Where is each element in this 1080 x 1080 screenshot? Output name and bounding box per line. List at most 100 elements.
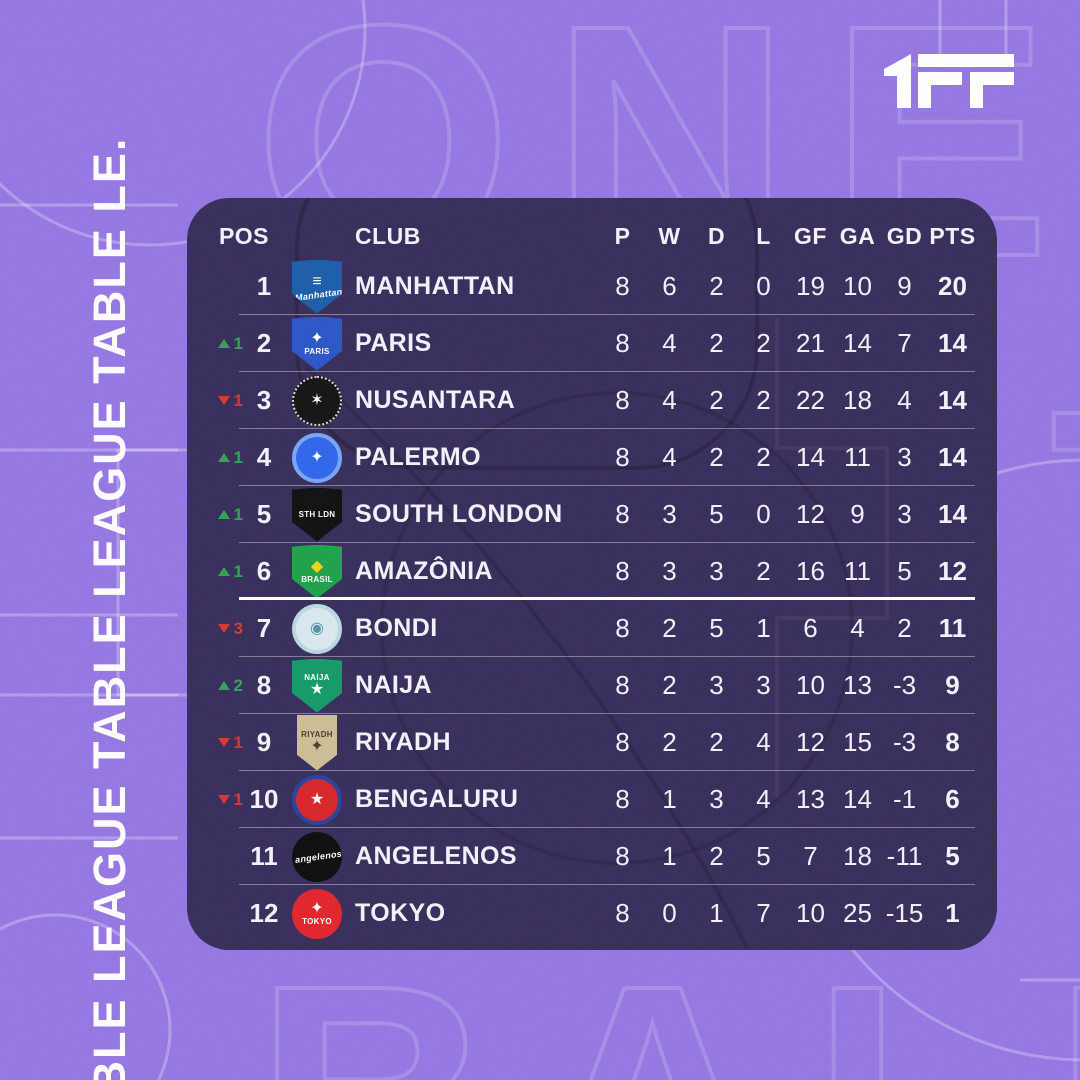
stat-d: 2 — [709, 271, 724, 301]
header-wins: W — [658, 222, 681, 249]
stat-gf: 10 — [796, 898, 825, 928]
table-row: 1 6 ◆ BRASIL AMAZÔNIA 8 3 3 2 16 11 5 12 — [207, 543, 977, 600]
club-name: AMAZÔNIA — [355, 557, 493, 585]
stat-l: 0 — [756, 271, 771, 301]
league-table-card: POS CLUB P W D L GF GA GD PTS 1 ≡ Manhatta… — [187, 198, 997, 950]
position-number: 12 — [249, 898, 279, 928]
stat-w: 4 — [662, 442, 677, 472]
stat-p: 8 — [615, 556, 630, 586]
movement-indicator: 2 — [207, 676, 247, 696]
movement-delta: 1 — [233, 333, 243, 353]
stat-l: 3 — [756, 670, 771, 700]
stat-ga: 9 — [850, 499, 865, 529]
position-number: 1 — [256, 271, 272, 301]
stat-d: 5 — [709, 613, 724, 643]
stat-ga: 13 — [843, 670, 872, 700]
stat-l: 1 — [756, 613, 771, 643]
club-name: RIYADH — [355, 728, 451, 756]
badge-label: angelenos — [294, 848, 342, 865]
stat-gd: -3 — [892, 670, 917, 700]
movement-indicator: 1 — [207, 733, 247, 753]
stat-ga: 18 — [843, 841, 872, 871]
stat-d: 3 — [709, 784, 724, 814]
stat-gf: 6 — [803, 613, 818, 643]
club-badge: ✦ TOKYO — [281, 888, 353, 939]
up-arrow-icon — [217, 453, 230, 462]
stat-ga: 11 — [844, 442, 871, 472]
down-arrow-icon — [217, 795, 230, 804]
stat-gf: 16 — [796, 556, 825, 586]
stat-pts: 1 — [945, 898, 960, 928]
stat-w: 1 — [662, 784, 677, 814]
stat-gf: 22 — [796, 385, 825, 415]
position-number: 4 — [256, 442, 272, 472]
stat-p: 8 — [615, 442, 630, 472]
club-name: TOKYO — [355, 899, 446, 927]
club-name: PARIS — [355, 329, 432, 357]
club-name: PALERMO — [355, 443, 481, 471]
movement-delta: 3 — [233, 618, 243, 638]
stat-gf: 10 — [796, 670, 825, 700]
stat-pts: 14 — [938, 385, 967, 415]
stat-p: 8 — [615, 613, 630, 643]
table-row: 1 ≡ Manhattan MANHATTAN 8 6 2 0 19 10 9 20 — [207, 258, 977, 315]
stat-l: 7 — [756, 898, 771, 928]
club-badge: ✶ — [281, 375, 353, 426]
badge-label: TOKYO — [302, 917, 332, 926]
club-name: SOUTH LONDON — [355, 500, 563, 528]
stat-d: 1 — [709, 898, 724, 928]
stat-l: 0 — [756, 499, 771, 529]
position-number: 5 — [256, 499, 272, 529]
stat-pts: 8 — [945, 727, 960, 757]
stat-gd: -15 — [885, 898, 924, 928]
stat-ga: 4 — [850, 613, 865, 643]
table-row: 12 ✦ TOKYO TOKYO 8 0 1 7 10 25 -15 1 — [207, 885, 977, 942]
stat-pts: 5 — [945, 841, 960, 871]
table-row: 1 3 ✶ NUSANTARA 8 4 2 2 22 18 4 14 — [207, 372, 977, 429]
badge-emblem-icon: ✶ — [310, 391, 324, 409]
stat-w: 0 — [662, 898, 677, 928]
stat-p: 8 — [615, 328, 630, 358]
stat-gf: 12 — [796, 499, 825, 529]
stat-l: 4 — [756, 727, 771, 757]
stat-d: 2 — [709, 841, 724, 871]
club-name: ANGELENOS — [355, 842, 517, 870]
position-number: 6 — [256, 556, 272, 586]
stat-p: 8 — [615, 271, 630, 301]
stat-l: 2 — [756, 385, 771, 415]
movement-indicator: 3 — [207, 619, 247, 639]
club-name: BENGALURU — [355, 785, 519, 813]
club-badge: RIYADH ✦ — [281, 714, 353, 771]
table-row: 1 10 ★ BENGALURU 8 1 3 4 13 14 -1 6 — [207, 771, 977, 828]
down-arrow-icon — [217, 738, 230, 747]
stat-gd: -3 — [892, 727, 917, 757]
club-badge: ✦ PARIS — [281, 316, 353, 371]
header-points: PTS — [929, 222, 976, 249]
badge-emblem-icon: ≡ — [312, 272, 322, 290]
stat-pts: 14 — [938, 499, 967, 529]
stat-p: 8 — [615, 670, 630, 700]
stat-pts: 14 — [938, 442, 967, 472]
stat-gd: -11 — [886, 841, 923, 871]
movement-delta: 1 — [233, 390, 243, 410]
movement-delta: 1 — [233, 504, 243, 524]
stat-gd: 4 — [897, 385, 912, 415]
stat-l: 2 — [756, 328, 771, 358]
badge-emblem-icon: ✦ — [310, 900, 324, 917]
stat-d: 3 — [709, 670, 724, 700]
table-body: 1 ≡ Manhattan MANHATTAN 8 6 2 0 19 10 9 20 1 2 ✦ PARIS P… — [207, 258, 977, 942]
stat-w: 2 — [662, 613, 677, 643]
down-arrow-icon — [217, 396, 230, 405]
brand-logo-1ff-icon — [884, 54, 1014, 108]
stat-d: 3 — [709, 556, 724, 586]
club-badge: ◆ BRASIL — [281, 544, 353, 599]
club-badge: ◉ — [281, 603, 353, 654]
badge-emblem-icon: ◉ — [310, 619, 324, 637]
stat-d: 2 — [709, 727, 724, 757]
stat-gf: 19 — [796, 271, 825, 301]
position-number: 9 — [256, 727, 272, 757]
club-badge: angelenos — [281, 831, 353, 882]
stat-w: 4 — [662, 385, 677, 415]
stat-p: 8 — [615, 727, 630, 757]
table-row: 1 5 STH LDN SOUTH LONDON 8 3 5 0 12 9 3 14 — [207, 486, 977, 543]
